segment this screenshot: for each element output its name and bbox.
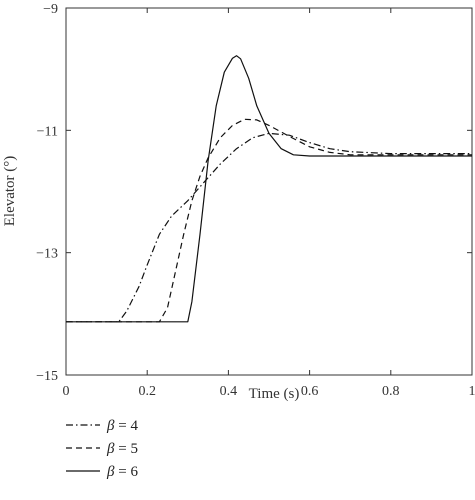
y-tick-label: −13 <box>36 247 58 262</box>
plot-area-border <box>65 7 473 376</box>
y-tick-label: −15 <box>36 369 58 384</box>
x-tick-label: 0.2 <box>138 384 156 399</box>
x-tick-label: 0.4 <box>220 384 238 399</box>
plot-frame <box>65 7 473 376</box>
legend-label: β = 6 <box>106 464 138 480</box>
x-tick-label: 1 <box>469 384 475 399</box>
legend-label: β = 5 <box>106 441 138 457</box>
x-tick-label: 0 <box>63 384 70 399</box>
legend: β = 4 β = 5 β = 6 <box>66 418 138 480</box>
y-axis-title: Elevator (°) <box>2 156 18 227</box>
axis-ticks: 0 0.2 0.4 0.6 0.8 1 −15 −13 −11 −9 <box>36 2 475 399</box>
y-tick-label: −9 <box>43 2 58 17</box>
series-lines <box>66 55 472 323</box>
series-line-2 <box>66 118 472 323</box>
legend-label: β = 4 <box>106 418 138 434</box>
x-axis-title: Time (s) <box>249 386 300 402</box>
series-line-1 <box>66 132 472 323</box>
y-tick-label: −11 <box>37 124 58 139</box>
x-tick-label: 0.6 <box>301 384 319 399</box>
series-line-3 <box>66 55 472 323</box>
x-tick-label: 0.8 <box>382 384 400 399</box>
